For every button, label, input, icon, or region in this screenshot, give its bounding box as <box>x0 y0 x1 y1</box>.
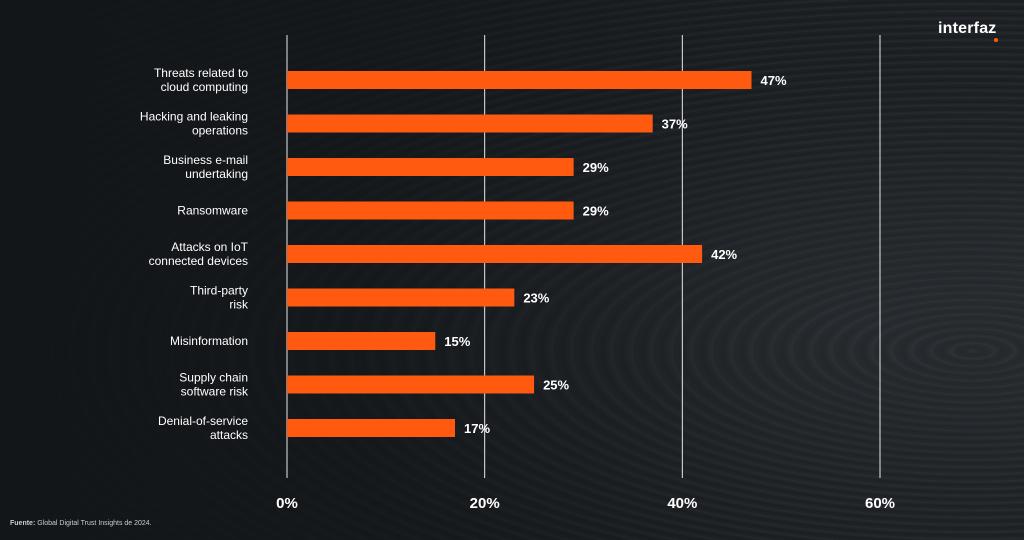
x-tick-label: 40% <box>667 495 697 512</box>
bar <box>287 375 535 394</box>
x-tick-label: 0% <box>276 495 298 512</box>
bar <box>287 158 574 176</box>
bar <box>287 114 653 133</box>
category-label: Third-party risk <box>190 284 249 312</box>
category-label: Misinformation <box>170 334 248 348</box>
bar-value-label: 29% <box>583 160 609 175</box>
source-text: Global Digital Trust Insights de 2024. <box>37 520 152 527</box>
source-note: Fuente: Global Digital Trust Insights de… <box>10 520 152 527</box>
bar-value-label: 17% <box>464 421 490 436</box>
bar-value-label: 29% <box>583 204 609 219</box>
category-label: Ransomware <box>177 204 248 218</box>
brand-logo: interfaz <box>938 20 997 37</box>
bar <box>287 201 574 220</box>
brand-logo-dot <box>994 38 998 42</box>
bar-value-label: 47% <box>761 73 787 88</box>
source-label: Fuente: <box>10 520 36 527</box>
bar-value-label: 23% <box>523 291 549 306</box>
category-label: Attacks on IoT connected devices <box>149 240 249 268</box>
bar <box>287 71 752 89</box>
bar <box>287 245 703 263</box>
bar-value-label: 15% <box>444 334 470 349</box>
category-label: Supply chain software risk <box>179 371 249 399</box>
category-label: Hacking and leaking operations <box>140 110 248 138</box>
bar-value-label: 42% <box>711 247 737 262</box>
bar <box>287 419 456 437</box>
category-label: Threats related to cloud computing <box>154 66 248 94</box>
x-tick-label: 20% <box>470 495 500 512</box>
bar-value-label: 25% <box>543 378 569 393</box>
bar-value-label: 37% <box>662 117 688 132</box>
x-tick-label: 60% <box>865 495 895 512</box>
bar <box>287 288 515 307</box>
category-label: Denial-of-service attacks <box>158 414 248 442</box>
category-label: Business e-mail undertaking <box>163 153 248 181</box>
bar <box>287 332 436 350</box>
